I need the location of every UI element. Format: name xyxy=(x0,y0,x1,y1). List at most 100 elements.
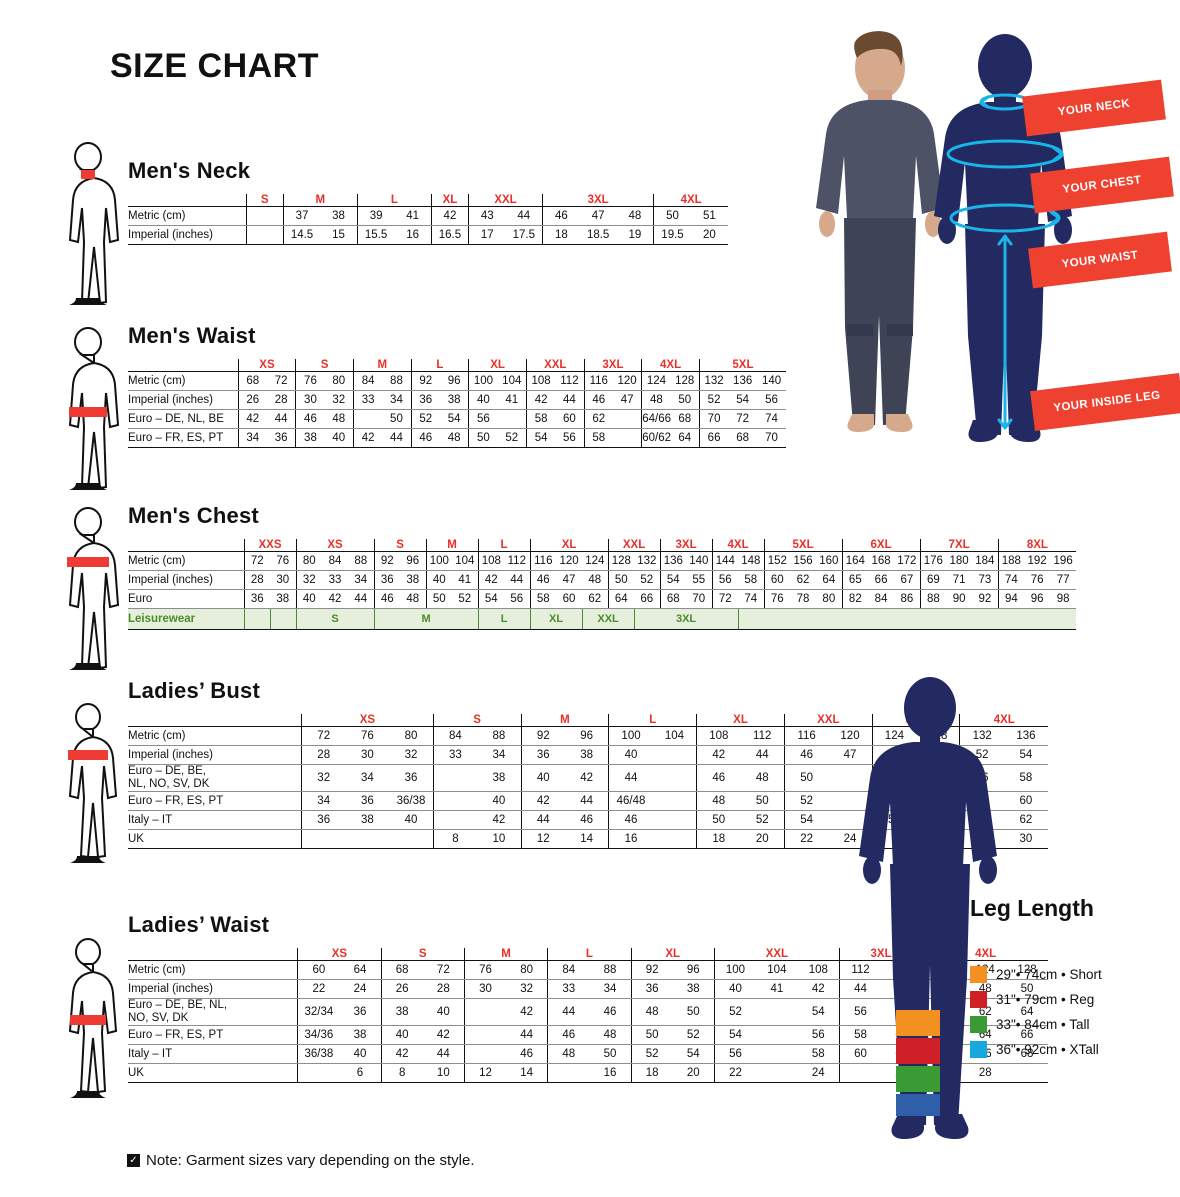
cell: 10 xyxy=(477,829,522,849)
cell xyxy=(432,791,478,811)
cell: 40 xyxy=(477,791,522,811)
cell: 34 xyxy=(301,791,346,811)
size-group-header: L xyxy=(410,359,469,372)
cell xyxy=(838,1063,882,1083)
cell: 42 xyxy=(380,1044,423,1064)
measure-loop-waist xyxy=(949,203,1061,233)
cell: 19.5 xyxy=(653,225,691,245)
row-label: Euro – DE, NL, BE xyxy=(128,409,239,429)
cell: 160 xyxy=(816,551,843,571)
header-spacer xyxy=(128,714,302,727)
cell: 16.5 xyxy=(430,225,469,245)
cell: 56 xyxy=(504,589,531,609)
row-label: Imperial (inches) xyxy=(128,745,302,765)
cell: 47 xyxy=(828,745,873,765)
cell: 36 xyxy=(389,764,434,792)
cell: 32 xyxy=(389,745,434,765)
cell: 120 xyxy=(556,551,583,571)
table-body: Metric (cm) 72 76 80 84 88 92 96 100 104 108 112 116… xyxy=(128,551,1077,630)
cell: 92 xyxy=(373,551,401,571)
cell: 116 xyxy=(783,726,829,746)
cell: 18 xyxy=(630,1063,673,1083)
cell xyxy=(1006,1063,1048,1083)
cell: 76 xyxy=(270,551,297,571)
size-group-header: XL xyxy=(529,539,609,552)
size-group-header: 8XL xyxy=(997,539,1077,552)
cell: 44 xyxy=(564,791,609,811)
cell: 96 xyxy=(672,960,715,980)
cell: 44 xyxy=(504,570,531,590)
section-heading: Ladies’ Bust xyxy=(128,678,260,703)
leg-length-title: Leg Length xyxy=(970,895,1094,921)
table-row: Euro – DE, NL, BE 42 44 46 48 50 52 54 56 58 60 62 6… xyxy=(128,409,786,429)
cell: 96 xyxy=(400,551,427,571)
cell: 54 xyxy=(439,409,469,429)
table-row: Metric (cm) 60 64 68 72 76 80 84 88 92 96 100 104 108… xyxy=(128,960,1048,980)
cell: 46 xyxy=(583,390,613,410)
cell xyxy=(612,409,642,429)
legend-row: 33"• 84cm • Tall xyxy=(970,1012,1102,1037)
cell: 84 xyxy=(432,726,478,746)
cell: 36 xyxy=(630,979,673,999)
cell: 50 xyxy=(425,589,453,609)
cell: 24 xyxy=(797,1063,840,1083)
cell: 104 xyxy=(652,726,697,746)
header-spacer xyxy=(128,539,244,552)
cell: 108 xyxy=(477,551,505,571)
cell: 80 xyxy=(816,589,843,609)
size-group-header: XL xyxy=(630,948,715,961)
cell: 8 xyxy=(380,1063,423,1083)
cell: 144 xyxy=(711,551,739,571)
cell: 69 xyxy=(919,570,947,590)
cell: 38 xyxy=(339,1025,382,1045)
legend-swatch xyxy=(970,966,987,983)
cell: 84 xyxy=(322,551,349,571)
size-group-header: 7XL xyxy=(919,539,999,552)
cell xyxy=(432,764,478,792)
silhouette-icon-waist xyxy=(68,327,120,490)
cell: 32/34 xyxy=(297,998,340,1026)
cell: 56 xyxy=(711,570,739,590)
cell: 80 xyxy=(506,960,548,980)
cell: 15.5 xyxy=(356,225,395,245)
cell xyxy=(389,829,434,849)
cell: 92 xyxy=(520,726,565,746)
row-label: Italy – IT xyxy=(128,1044,298,1064)
cell: 30 xyxy=(270,570,297,590)
size-group-header: M xyxy=(352,359,412,372)
cell: 40 xyxy=(389,810,434,830)
cell: 17 xyxy=(467,225,506,245)
cell: 188 xyxy=(997,551,1025,571)
cell: 30 xyxy=(295,390,325,410)
cell: 124 xyxy=(871,726,917,746)
cell: 52 xyxy=(740,810,785,830)
cell: 38 xyxy=(345,810,390,830)
cell: 12 xyxy=(463,1063,507,1083)
cell: 74 xyxy=(997,570,1025,590)
size-group-header: L xyxy=(477,539,531,552)
cell: 82 xyxy=(841,589,869,609)
cell: 44 xyxy=(838,979,882,999)
cell: 40 xyxy=(422,998,465,1026)
silhouette-icon-bust xyxy=(68,703,118,863)
cell: 42 xyxy=(797,979,840,999)
legend-label: 36"• 92cm • XTall xyxy=(996,1042,1099,1057)
cell: 42 xyxy=(520,791,565,811)
cell: 37 xyxy=(282,206,321,226)
cell: 68 xyxy=(670,409,700,429)
header-spacer xyxy=(128,359,239,372)
table-row: Euro – FR, ES, PT 34 36 38 40 42 44 46 48 50 52 54 5… xyxy=(128,428,786,448)
size-group-header: L xyxy=(356,194,432,207)
cell: 33 xyxy=(547,979,590,999)
cell: 44 xyxy=(608,764,653,792)
cell: 14 xyxy=(506,1063,548,1083)
cell: 54 xyxy=(783,810,829,830)
cell: 40 xyxy=(295,589,323,609)
section-mens-neck: Men's Neck S M L XL XXL 3XL 4XL xyxy=(128,158,728,245)
cell: 192 xyxy=(1024,551,1051,571)
cell: 66 xyxy=(634,589,661,609)
cell: 180 xyxy=(946,551,973,571)
check-box-icon: ✓ xyxy=(127,1154,140,1167)
cell: 46 xyxy=(547,1025,590,1045)
cell: 60 xyxy=(838,1044,882,1064)
